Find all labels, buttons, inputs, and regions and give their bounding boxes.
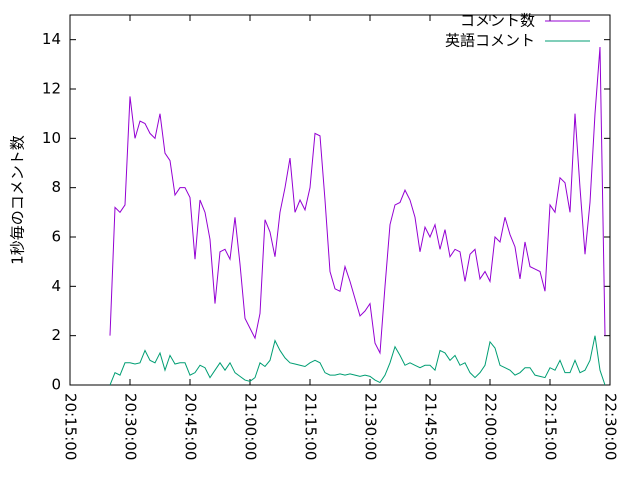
x-tick-label: 21:15:00 — [302, 393, 320, 460]
plot-border — [69, 14, 611, 386]
y-tick-label: 6 — [51, 228, 61, 246]
line — [109, 47, 606, 355]
y-tick-label: 14 — [42, 30, 61, 48]
y-tick-label: 12 — [42, 80, 61, 98]
y-axis-label: 1秒毎のコメント数 — [9, 135, 27, 265]
x-tick-label: 20:30:00 — [122, 393, 140, 460]
x-tick-label: 21:30:00 — [362, 393, 380, 460]
x-tick-label: 21:45:00 — [422, 393, 440, 460]
y-tick-label: 0 — [51, 376, 61, 394]
line — [109, 335, 606, 386]
x-tick-label: 20:45:00 — [182, 393, 200, 460]
y-tick-label: 8 — [51, 178, 61, 196]
x-tick-label: 22:00:00 — [482, 393, 500, 460]
legend-label: 英語コメント — [445, 32, 535, 50]
y-tick-label: 4 — [51, 277, 61, 295]
y-tick-label: 10 — [42, 129, 61, 147]
legend-label: コメント数 — [460, 12, 535, 30]
x-tick-label: 21:00:00 — [242, 393, 260, 460]
x-tick-label: 22:15:00 — [542, 393, 560, 460]
y-tick-label: 2 — [51, 326, 61, 344]
x-tick-label: 20:15:00 — [62, 393, 80, 460]
x-tick-label: 22:30:00 — [602, 393, 620, 460]
